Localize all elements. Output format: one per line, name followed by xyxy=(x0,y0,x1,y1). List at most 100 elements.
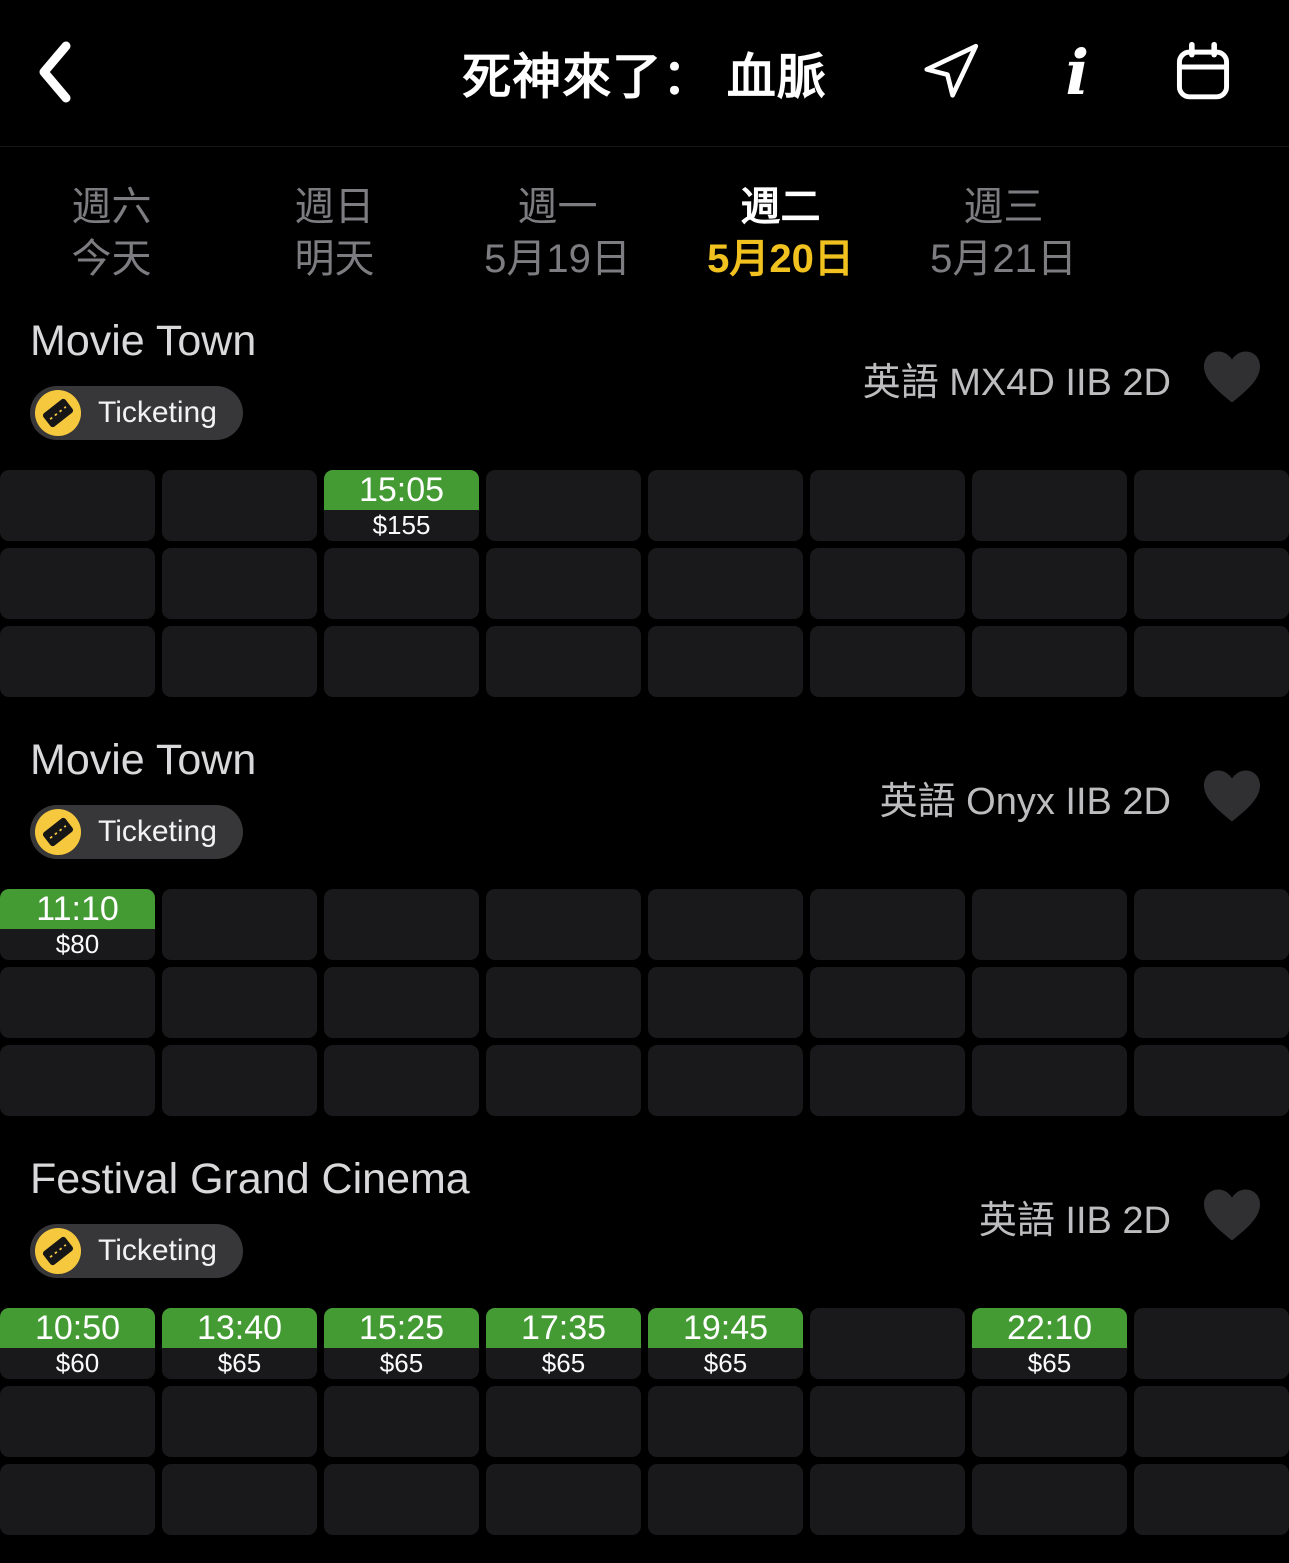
info-button[interactable]: i xyxy=(1061,42,1093,104)
showtime-slot[interactable]: 10:50 $60 xyxy=(0,1308,155,1379)
empty-slot xyxy=(324,967,479,1038)
showtime-price: $65 xyxy=(1027,1348,1072,1378)
showtime-slot[interactable]: 19:45 $65 xyxy=(648,1308,803,1379)
empty-slot xyxy=(486,1045,641,1116)
showtime-slot[interactable]: 11:10 $80 xyxy=(0,889,155,960)
empty-slot xyxy=(0,470,155,541)
showtime-slot[interactable]: 13:40 $65 xyxy=(162,1308,317,1379)
date-tab-1[interactable]: 週日 明天 xyxy=(223,185,446,300)
showtimes-list: Movie Town Ticketing 英語 MX4D IIB 2D 15:05 $1… xyxy=(0,300,1289,1535)
date-tab-date: 明天 xyxy=(294,237,375,281)
empty-slot xyxy=(1134,967,1289,1038)
empty-slot xyxy=(648,626,803,697)
showtime-time: 15:25 xyxy=(324,1308,479,1348)
empty-slot xyxy=(0,1386,155,1457)
share-location-button[interactable] xyxy=(919,41,981,106)
empty-slot xyxy=(486,889,641,960)
empty-slot xyxy=(1134,1464,1289,1535)
date-tab-date: 今天 xyxy=(71,237,152,281)
cinema-header-right: 英語 Onyx IIB 2D xyxy=(880,768,1263,827)
favorite-button[interactable] xyxy=(1201,349,1263,408)
empty-slot xyxy=(810,889,965,960)
empty-slot xyxy=(0,967,155,1038)
empty-slot xyxy=(972,1386,1127,1457)
ticketing-badge: Ticketing xyxy=(30,1224,243,1278)
navbar-actions: i xyxy=(919,41,1233,106)
empty-slot xyxy=(972,889,1127,960)
empty-slot xyxy=(810,1308,965,1379)
empty-slot xyxy=(972,967,1127,1038)
info-icon: i xyxy=(1065,36,1089,109)
date-tab-3-selected[interactable]: 週二 5月20日 xyxy=(669,185,892,300)
showtime-grid: 11:10 $80 xyxy=(0,889,1289,1116)
empty-slot xyxy=(972,1464,1127,1535)
empty-slot xyxy=(810,1045,965,1116)
ticketing-badge-label: Ticketing xyxy=(98,815,217,848)
empty-slot xyxy=(324,1464,479,1535)
showtime-slot[interactable]: 22:10 $65 xyxy=(972,1308,1127,1379)
empty-slot xyxy=(162,548,317,619)
showtime-time: 11:10 xyxy=(0,889,155,929)
navigation-bar: 死神來了： 血脈 i xyxy=(0,0,1289,147)
empty-slot xyxy=(1134,626,1289,697)
back-button[interactable] xyxy=(30,34,78,113)
date-tab-weekday: 週三 xyxy=(963,185,1044,229)
showtime-slot[interactable]: 15:05 $155 xyxy=(324,470,479,541)
showtime-time: 15:05 xyxy=(324,470,479,510)
showtime-time: 10:50 xyxy=(0,1308,155,1348)
navigation-arrow-icon xyxy=(919,41,981,106)
empty-slot xyxy=(0,1464,155,1535)
showtime-slot[interactable]: 17:35 $65 xyxy=(486,1308,641,1379)
calendar-button[interactable] xyxy=(1173,41,1233,106)
empty-slot xyxy=(810,1464,965,1535)
empty-slot xyxy=(162,1045,317,1116)
date-tab-0[interactable]: 週六 今天 xyxy=(0,185,223,300)
empty-slot xyxy=(810,967,965,1038)
cinema-section-1: Movie Town Ticketing 英語 Onyx IIB 2D 11:10 $8… xyxy=(0,697,1289,1116)
showtime-price: $65 xyxy=(541,1348,586,1378)
cinema-name[interactable]: Movie Town xyxy=(30,736,257,784)
ticket-icon xyxy=(35,809,81,855)
empty-slot xyxy=(648,1386,803,1457)
cinema-header-left: Festival Grand Cinema Ticketing xyxy=(30,1154,470,1278)
ticketing-badge: Ticketing xyxy=(30,386,243,440)
empty-slot xyxy=(486,1386,641,1457)
empty-slot xyxy=(972,548,1127,619)
empty-slot xyxy=(486,967,641,1038)
empty-slot xyxy=(162,1386,317,1457)
cinema-header-left: Movie Town Ticketing xyxy=(30,316,256,440)
empty-slot xyxy=(1134,470,1289,541)
date-tab-weekday: 週二 xyxy=(740,185,821,229)
cinema-name[interactable]: Movie Town xyxy=(30,317,257,365)
empty-slot xyxy=(162,470,317,541)
cinema-name[interactable]: Festival Grand Cinema xyxy=(30,1155,470,1203)
empty-slot xyxy=(648,889,803,960)
ticketing-badge-label: Ticketing xyxy=(98,1234,217,1267)
empty-slot xyxy=(0,548,155,619)
favorite-button[interactable] xyxy=(1201,768,1263,827)
favorite-button[interactable] xyxy=(1201,1187,1263,1246)
date-tab-4[interactable]: 週三 5月21日 xyxy=(892,185,1115,300)
showtime-time: 19:45 xyxy=(648,1308,803,1348)
heart-icon xyxy=(1201,349,1263,408)
empty-slot xyxy=(0,626,155,697)
empty-slot xyxy=(648,1045,803,1116)
empty-slot xyxy=(324,548,479,619)
empty-slot xyxy=(648,1464,803,1535)
showtime-price: $65 xyxy=(217,1348,262,1378)
date-tab-bar: 週六 今天 週日 明天 週一 5月19日 週二 5月20日 週三 5月21日 xyxy=(0,147,1289,300)
showtime-price: $60 xyxy=(55,1348,100,1378)
ticket-icon xyxy=(35,1228,81,1274)
empty-slot xyxy=(486,626,641,697)
showtime-slot[interactable]: 15:25 $65 xyxy=(324,1308,479,1379)
empty-slot xyxy=(810,548,965,619)
empty-slot xyxy=(1134,889,1289,960)
calendar-icon xyxy=(1173,41,1233,106)
showtime-time: 17:35 xyxy=(486,1308,641,1348)
date-tab-2[interactable]: 週一 5月19日 xyxy=(446,185,669,300)
heart-icon xyxy=(1201,768,1263,827)
empty-slot xyxy=(648,548,803,619)
date-tab-date: 5月19日 xyxy=(484,237,631,281)
cinema-header: Movie Town Ticketing 英語 MX4D IIB 2D xyxy=(0,316,1289,440)
empty-slot xyxy=(486,1464,641,1535)
